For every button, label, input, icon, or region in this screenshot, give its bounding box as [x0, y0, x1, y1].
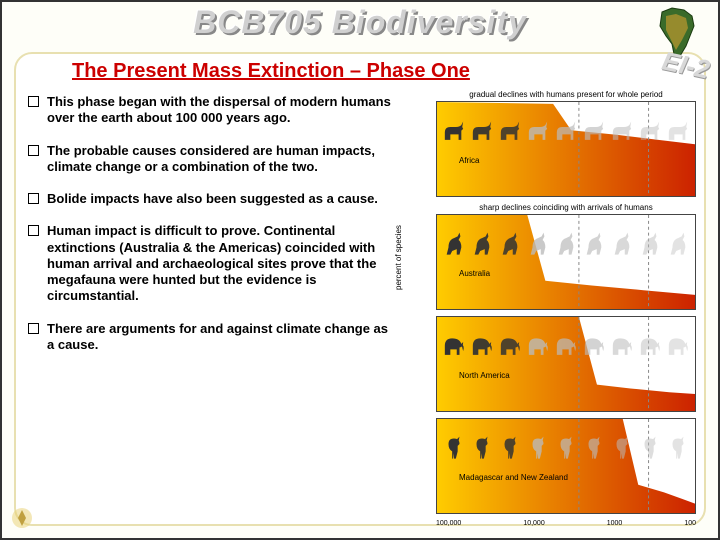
- silhouette-row: [443, 423, 689, 463]
- chart-panel: 050100 North America: [436, 316, 696, 412]
- silhouette-row: [443, 106, 689, 146]
- bullet-marker-icon: [28, 225, 39, 236]
- bullet-text: Human impact is difficult to prove. Cont…: [47, 223, 398, 304]
- bullet-marker-icon: [28, 96, 39, 107]
- panel-caption: gradual declines with humans present for…: [436, 90, 696, 99]
- silhouette-row: [443, 219, 689, 259]
- bullet-list: This phase began with the dispersal of m…: [28, 94, 398, 369]
- chart-panel: 050100 Australia: [436, 214, 696, 310]
- bullet-marker-icon: [28, 323, 39, 334]
- region-label: Africa: [459, 156, 479, 165]
- bullet-text: Bolide impacts have also been suggested …: [47, 191, 378, 207]
- slide-frame: BCB705 Biodiversity EI-2 The Present Mas…: [0, 0, 720, 540]
- silhouette-row: [443, 321, 689, 361]
- chart-panel: 050100 Africa: [436, 101, 696, 197]
- region-label: Madagascar and New Zealand: [459, 473, 568, 482]
- bullet-text: The probable causes considered are human…: [47, 143, 398, 176]
- bullet-item: The probable causes considered are human…: [28, 143, 398, 176]
- course-title: BCB705 Biodiversity: [193, 4, 527, 41]
- bullet-text: This phase began with the dispersal of m…: [47, 94, 398, 127]
- panel-caption: sharp declines coinciding with arrivals …: [436, 203, 696, 212]
- bullet-marker-icon: [28, 145, 39, 156]
- x-axis-labels: 100,00010,0001000100: [436, 520, 696, 527]
- bullet-item: This phase began with the dispersal of m…: [28, 94, 398, 127]
- section-title: The Present Mass Extinction – Phase One: [72, 60, 470, 83]
- extinction-charts: percent of species gradual declines with…: [412, 90, 696, 520]
- chart-panel: 050100 Madagascar and New Zealand: [436, 418, 696, 514]
- bullet-item: Human impact is difficult to prove. Cont…: [28, 223, 398, 304]
- corner-decoration-icon: [8, 504, 36, 532]
- bullet-item: Bolide impacts have also been suggested …: [28, 191, 398, 207]
- region-label: Australia: [459, 269, 490, 278]
- bullet-item: There are arguments for and against clim…: [28, 321, 398, 354]
- bullet-marker-icon: [28, 193, 39, 204]
- region-label: North America: [459, 371, 510, 380]
- bullet-text: There are arguments for and against clim…: [47, 321, 398, 354]
